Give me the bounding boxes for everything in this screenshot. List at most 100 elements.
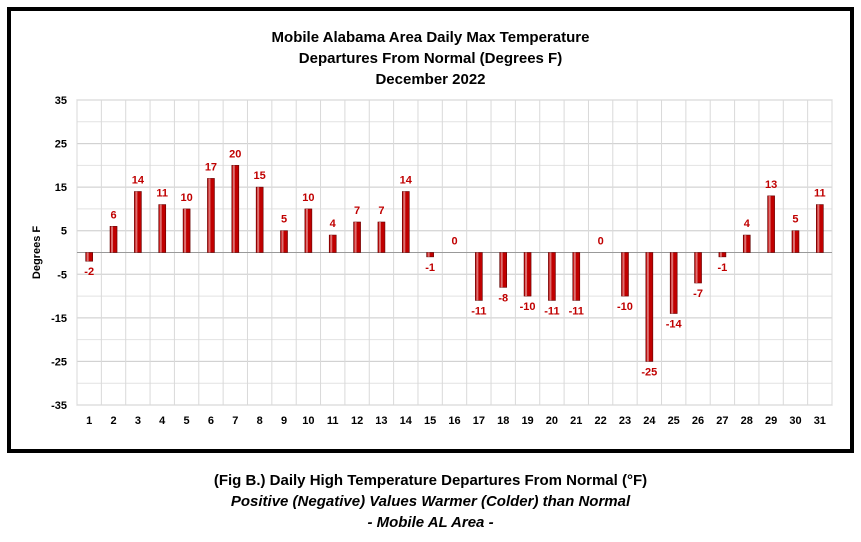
bar — [523, 252, 532, 297]
x-tick-label: 7 — [232, 415, 238, 427]
bar — [255, 186, 264, 253]
x-tick-label: 3 — [135, 415, 141, 427]
bar — [791, 230, 800, 253]
data-label: 6 — [110, 209, 116, 221]
bar-highlight — [111, 226, 114, 253]
x-tick-label: 2 — [110, 415, 116, 427]
bar-highlight — [768, 195, 771, 253]
bar — [134, 191, 142, 253]
data-label: -10 — [617, 301, 633, 313]
data-label: -25 — [641, 366, 657, 378]
bar-highlight — [354, 222, 357, 253]
x-tick-label: 5 — [184, 415, 190, 427]
bar-highlight — [671, 252, 674, 314]
bar — [304, 208, 313, 253]
bar — [548, 252, 556, 301]
x-tick-label: 31 — [814, 415, 826, 427]
bar — [694, 252, 702, 284]
data-label: 5 — [281, 214, 287, 226]
chart-title-line-2: Departures From Normal (Degrees F) — [298, 50, 563, 67]
data-label: -11 — [544, 305, 559, 317]
bar — [377, 221, 386, 253]
bar-highlight — [159, 204, 162, 253]
data-label: 17 — [205, 161, 217, 173]
bar-highlight — [403, 191, 406, 253]
data-label: 20 — [229, 148, 241, 160]
bar-highlight — [817, 204, 820, 253]
figure-caption: (Fig B.) Daily High Temperature Departur… — [0, 470, 861, 533]
bar — [572, 252, 581, 301]
bar-highlight — [622, 252, 625, 297]
bar — [742, 234, 751, 253]
bar-highlight — [330, 235, 333, 253]
bar — [280, 230, 288, 253]
x-tick-label: 18 — [497, 415, 509, 427]
data-label: 11 — [156, 188, 168, 200]
data-label: 7 — [378, 205, 384, 217]
x-tick-label: 4 — [159, 415, 166, 427]
x-tick-label: 11 — [327, 415, 339, 427]
x-tick-label: 30 — [789, 415, 801, 427]
bar — [718, 252, 727, 258]
y-tick-label: 15 — [55, 182, 67, 194]
bar — [207, 178, 215, 253]
data-label: -7 — [693, 288, 703, 300]
x-tick-label: 14 — [400, 415, 413, 427]
x-tick-label: 28 — [741, 415, 753, 427]
bar-highlight — [744, 235, 747, 253]
caption-line-2: Positive (Negative) Values Warmer (Colde… — [230, 493, 631, 510]
y-tick-label: 35 — [55, 95, 67, 107]
bar-highlight — [573, 252, 576, 301]
bar-highlight — [232, 165, 235, 253]
y-tick-label: -35 — [51, 400, 67, 412]
x-tick-label: 26 — [692, 415, 704, 427]
data-label: 0 — [451, 236, 457, 248]
bar — [767, 195, 775, 253]
data-label: 5 — [792, 214, 798, 226]
data-label: -8 — [498, 292, 508, 304]
bar — [426, 252, 434, 258]
chart-title-line-3: December 2022 — [375, 71, 486, 88]
x-tick-label: 25 — [668, 415, 680, 427]
chart-title-line-1: Mobile Alabama Area Daily Max Temperatur… — [271, 29, 590, 46]
data-label: 15 — [254, 170, 266, 182]
x-tick-label: 10 — [302, 415, 314, 427]
bar-highlight — [378, 222, 381, 253]
data-label: 10 — [180, 192, 192, 204]
bar-highlight — [500, 252, 503, 288]
x-tick-label: 16 — [448, 415, 460, 427]
bar-highlight — [719, 252, 722, 257]
bar — [231, 165, 240, 253]
bar — [669, 252, 678, 314]
data-label: -11 — [569, 305, 584, 317]
bar-highlight — [476, 252, 479, 301]
x-tick-label: 29 — [765, 415, 777, 427]
bar — [499, 252, 508, 288]
y-tick-label: -15 — [51, 313, 67, 325]
x-tick-label: 6 — [208, 415, 214, 427]
caption-line-1: (Fig B.) Daily High Temperature Departur… — [213, 472, 648, 489]
bar-highlight — [208, 178, 211, 253]
bar-highlight — [184, 208, 187, 253]
x-tick-label: 12 — [351, 415, 363, 427]
bar — [158, 204, 167, 253]
data-label: 14 — [400, 175, 413, 187]
data-label: 4 — [744, 218, 751, 230]
bar-highlight — [135, 191, 138, 253]
bar-highlight — [525, 252, 528, 297]
data-label: -1 — [425, 262, 435, 274]
data-label: 7 — [354, 205, 360, 217]
bar — [621, 252, 629, 297]
data-label: -2 — [84, 266, 94, 278]
data-label: -10 — [520, 301, 536, 313]
bar-highlight — [549, 252, 552, 301]
bar-highlight — [792, 230, 795, 253]
data-label: 14 — [132, 175, 145, 187]
y-tick-label: 25 — [55, 139, 67, 151]
data-label: -14 — [666, 319, 683, 331]
x-tick-label: 22 — [595, 415, 607, 427]
bar — [475, 252, 483, 301]
data-label: 10 — [302, 192, 314, 204]
bar — [109, 226, 118, 253]
